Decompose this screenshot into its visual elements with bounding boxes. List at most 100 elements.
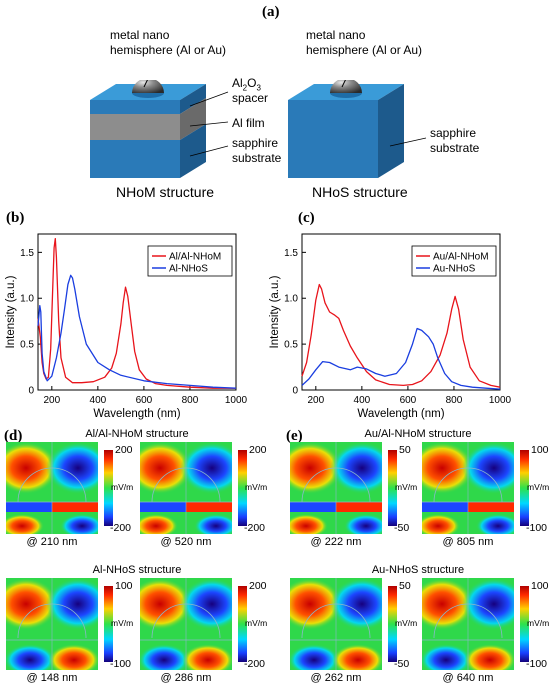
field-map-image <box>6 442 113 534</box>
y-tick-label: 1.5 <box>20 248 34 259</box>
colorbar-unit: mV/m <box>245 482 268 492</box>
map-caption: @ 148 nm <box>26 672 78 684</box>
al-film-label: Al film <box>232 116 265 130</box>
map-caption: @ 805 nm <box>442 536 494 548</box>
series-line-0 <box>301 283 501 388</box>
x-tick-label: 600 <box>400 395 417 406</box>
colorbar-max: 50 <box>399 580 411 592</box>
film-field-negative <box>422 502 468 512</box>
nhos-structure-name: NHoS structure <box>312 184 408 200</box>
colorbar-min: -50 <box>394 522 410 534</box>
film-field-negative <box>290 502 336 512</box>
panel-d-top-title: Al/Al-NHoM structure <box>85 428 189 440</box>
field-map-image <box>290 442 397 534</box>
nhom-structure-name: NHoM structure <box>116 184 215 200</box>
colorbar-min: -200 <box>244 522 266 534</box>
chart-b: 200 400 600 800 1000 0 0.5 1.0 1.5 Wavelength (nm… <box>5 233 248 420</box>
y-tick-label: 1.0 <box>284 294 298 305</box>
colorbar <box>520 586 529 662</box>
series-line-1 <box>37 274 237 389</box>
field-lobe-positive <box>290 578 342 630</box>
y-axis-label: Intensity (a.u.) <box>269 275 281 348</box>
colorbar-min: -50 <box>394 658 410 670</box>
x-tick-label: 800 <box>446 395 463 406</box>
substrate-lobe <box>6 644 56 670</box>
substrate-lobe <box>476 514 514 534</box>
field-lobe-negative <box>46 442 98 494</box>
film-field-negative <box>6 502 52 512</box>
map-caption: @ 520 nm <box>160 536 212 548</box>
nhom-hemisphere-label: metal nano hemisphere (Al or Au) <box>110 28 227 57</box>
colorbar-max: 200 <box>115 444 133 456</box>
colorbar <box>238 586 247 662</box>
nhos-structure-diagram <box>288 80 427 178</box>
substrate-lobe <box>60 514 98 534</box>
field-lobe-positive <box>140 578 192 630</box>
y-tick-label: 0.5 <box>20 340 34 351</box>
nhos-substrate-label: sapphire substrate <box>430 126 480 155</box>
film-field-negative <box>140 502 186 512</box>
nhom-structure-diagram <box>90 80 229 178</box>
y-tick-label: 1.5 <box>284 248 298 259</box>
x-tick-label: 1000 <box>489 395 512 406</box>
y-tick-label: 1.0 <box>20 294 34 305</box>
legend-box <box>411 245 497 277</box>
x-tick-label: 200 <box>43 395 60 406</box>
field-map-image <box>140 442 247 534</box>
x-tick-label: 1000 <box>225 395 248 406</box>
colorbar-max: 100 <box>531 444 549 456</box>
x-axis-label: Wavelength (nm) <box>93 408 180 420</box>
panel-e-letter: (e) <box>286 428 303 444</box>
substrate-lobe <box>194 514 232 534</box>
colorbar <box>388 450 397 526</box>
x-tick-label: 600 <box>136 395 153 406</box>
substrate-lobe <box>332 644 382 670</box>
field-lobe-positive <box>6 578 58 630</box>
field-lobe-positive <box>422 578 474 630</box>
field-lobe-negative <box>180 578 232 630</box>
film-field-positive <box>468 502 514 512</box>
colorbar-min: -100 <box>526 522 548 534</box>
x-axis-label: Wavelength (nm) <box>357 408 444 420</box>
field-lobe-positive <box>422 442 474 494</box>
panel-d-bottom-title: Al-NHoS structure <box>92 564 182 576</box>
substrate-lobe <box>6 514 44 534</box>
plot-frame <box>37 233 237 391</box>
field-lobe-positive <box>290 442 342 494</box>
substrate-lobe <box>140 514 178 534</box>
map-caption: @ 222 nm <box>310 536 362 548</box>
panel-b-letter: (b) <box>6 210 25 226</box>
colorbar-max: 200 <box>249 444 267 456</box>
x-tick-label: 400 <box>90 395 107 406</box>
substrate-lobe <box>464 644 514 670</box>
substrate-lobe <box>182 644 232 670</box>
substrate-lobe <box>422 514 460 534</box>
nhom-substrate-label: sapphire substrate <box>232 136 282 165</box>
substrate-lobe <box>290 644 340 670</box>
y-tick-label: 0.5 <box>284 340 298 351</box>
colorbar-unit: mV/m <box>111 618 134 628</box>
map-caption: @ 210 nm <box>26 536 78 548</box>
film-field-positive <box>186 502 232 512</box>
colorbar-min: -200 <box>110 522 132 534</box>
colorbar-min: -100 <box>526 658 548 670</box>
colorbar-unit: mV/m <box>245 618 268 628</box>
map-caption: @ 640 nm <box>442 672 494 684</box>
plot-frame <box>301 233 501 391</box>
colorbar <box>520 450 529 526</box>
colorbar-unit: mV/m <box>111 482 134 492</box>
legend-label: Au/Al-NHoM <box>433 252 489 263</box>
film-field-positive <box>336 502 382 512</box>
field-map-image <box>290 578 397 670</box>
x-tick-label: 800 <box>182 395 199 406</box>
colorbar-max: 100 <box>115 580 133 592</box>
field-lobe-negative <box>46 578 98 630</box>
y-axis-label: Intensity (a.u.) <box>5 275 17 348</box>
colorbar <box>388 586 397 662</box>
substrate-lobe <box>422 644 472 670</box>
series-line-1 <box>301 327 501 390</box>
legend-label: Al/Al-NHoM <box>169 252 221 263</box>
panel-e-bottom-title: Au-NHoS structure <box>371 564 465 576</box>
x-tick-label: 200 <box>307 395 324 406</box>
colorbar-unit: mV/m <box>395 482 418 492</box>
